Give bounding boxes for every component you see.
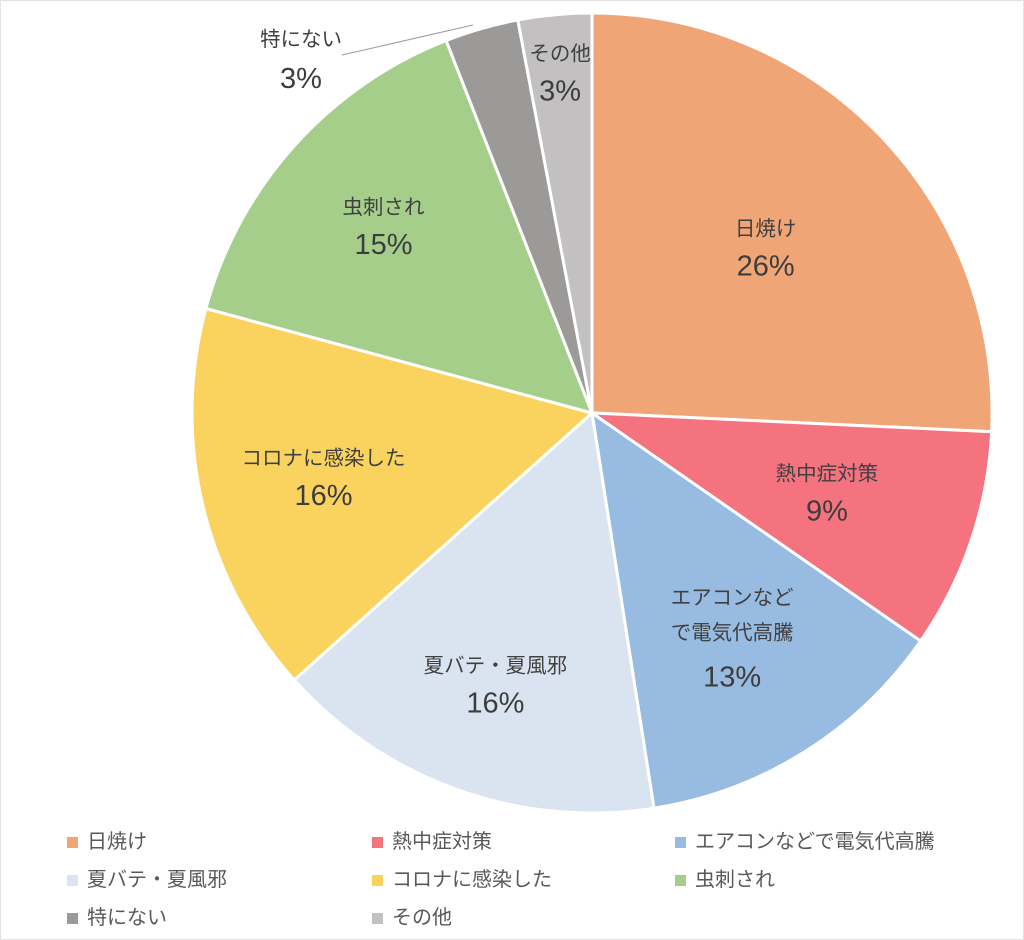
slice-label-2: エアコンなどで電気代高騰 13% <box>671 587 794 694</box>
slice-label-0: 日焼け 26% <box>735 217 797 282</box>
legend-label: 虫刺され <box>695 869 775 891</box>
legend-swatch-3 <box>67 874 78 886</box>
legend-swatch-1 <box>372 836 383 848</box>
legend-item-0: 日焼け <box>67 832 372 852</box>
legend-item-7: その他 <box>372 908 675 928</box>
legend-label: コロナに感染した <box>392 869 552 891</box>
pie-slice-1 <box>590 411 994 643</box>
legend-label: エアコンなどで電気代高騰 <box>695 831 935 853</box>
legend-label: 特にない <box>87 907 167 929</box>
slice-label-1: 熱中症対策 9% <box>776 463 879 528</box>
legend-item-2: エアコンなどで電気代高騰 <box>675 832 1007 852</box>
legend-item-6: 特にない <box>67 908 372 928</box>
legend-swatch-6 <box>67 912 78 924</box>
legend-swatch-5 <box>675 874 686 886</box>
pie-slice-5 <box>204 39 594 415</box>
leader-line-6 <box>341 24 474 56</box>
legend-item-3: 夏バテ・夏風邪 <box>67 870 372 890</box>
legend-swatch-4 <box>372 874 383 886</box>
legend-label: その他 <box>392 907 452 929</box>
slice-label-4: コロナに感染した 16% <box>242 447 406 512</box>
slice-label-5: 虫刺され 15% <box>343 196 425 261</box>
legend-swatch-7 <box>372 912 383 924</box>
slice-label-7: その他 3% <box>529 43 591 108</box>
legend-label: 日焼け <box>87 831 147 853</box>
chart-legend: 日焼け 熱中症対策 エアコンなどで電気代高騰 夏バテ・夏風邪 コロナに感染した … <box>67 823 1007 937</box>
pie-slice-4 <box>190 307 594 682</box>
legend-label: 夏バテ・夏風邪 <box>87 869 227 891</box>
pie-slice-7 <box>516 11 594 415</box>
legend-swatch-0 <box>67 836 78 848</box>
legend-swatch-2 <box>675 836 686 848</box>
legend-label: 熱中症対策 <box>392 831 492 853</box>
legend-item-5: 虫刺され <box>675 870 1007 890</box>
slice-label-3: 夏バテ・夏風邪 16% <box>424 654 568 719</box>
slice-label-6: 特にない 3% <box>260 28 342 95</box>
legend-item-1: 熱中症対策 <box>372 832 675 852</box>
pie-slice-0 <box>590 11 994 434</box>
legend-item-4: コロナに感染した <box>372 870 675 890</box>
pie-slice-3 <box>292 411 656 815</box>
pie-slice-2 <box>590 411 923 810</box>
